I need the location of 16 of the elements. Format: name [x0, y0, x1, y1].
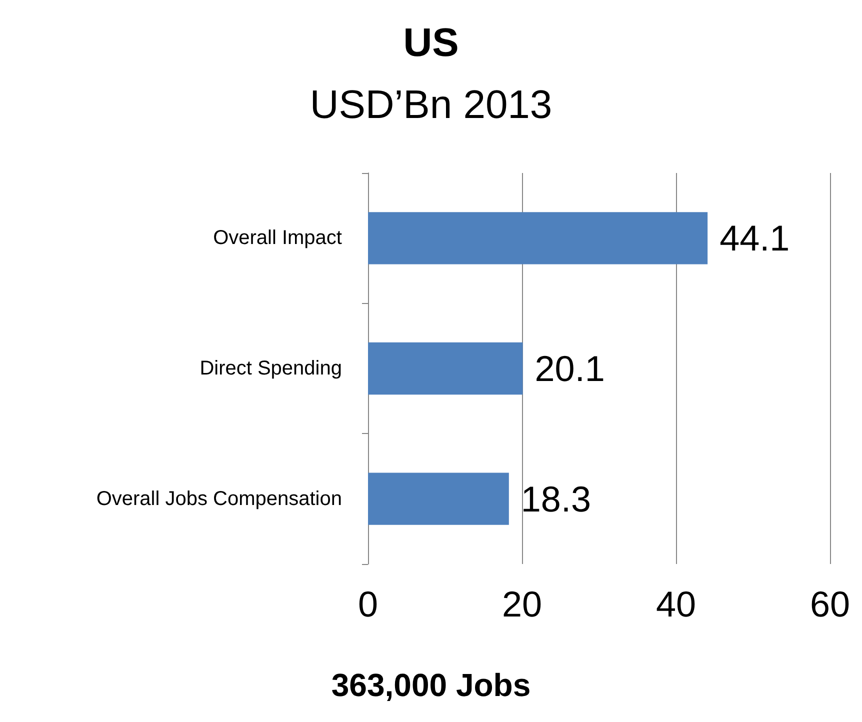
y-tick-label: Overall Impact: [213, 227, 342, 250]
x-tick-label: 0: [358, 584, 378, 624]
bar: [368, 472, 509, 525]
chart-subtitle: USD’Bn 2013: [310, 83, 552, 127]
bar: [368, 212, 708, 264]
y-tick-label: Direct Spending: [200, 358, 342, 380]
x-tick-label: 40: [656, 584, 696, 624]
x-tick-label: 20: [502, 584, 542, 624]
y-tick-label: Overall Jobs Compensation: [96, 488, 342, 510]
data-label: 20.1: [534, 348, 605, 389]
data-label: 44.1: [720, 218, 790, 259]
data-label: 18.3: [520, 478, 591, 520]
chart-title: US: [403, 21, 459, 65]
x-tick-label: 60: [810, 584, 850, 624]
bar: [368, 342, 523, 395]
text: 363,000 Jobs: [331, 667, 531, 703]
